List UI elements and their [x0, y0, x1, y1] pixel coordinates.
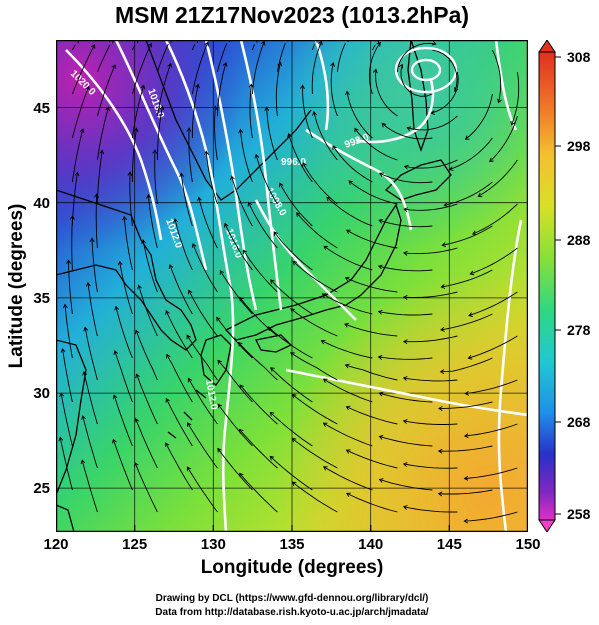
colorbar-label: 278: [567, 322, 591, 338]
colorbar-label: 308: [567, 49, 591, 65]
x-tick-label: 145: [437, 536, 462, 553]
x-tick-label: 140: [358, 536, 383, 553]
y-tick-label: 25: [33, 480, 50, 497]
map-plot: 1020.0 1016.0 1012.0 1012.0 1008.0 1016.…: [56, 40, 528, 532]
coastline: [56, 40, 452, 532]
isobar-label: 996.0: [281, 157, 306, 168]
credit-data: Data from http://database.rish.kyoto-u.a…: [155, 607, 429, 618]
colorbar-label: 298: [567, 138, 591, 154]
x-tick-label: 120: [43, 536, 68, 553]
x-tick-label: 135: [279, 536, 304, 553]
lat-lon-grid: [56, 40, 528, 532]
y-tick-label: 30: [33, 385, 50, 402]
credit-drawing: Drawing by DCL (https://www.gfd-dennou.o…: [155, 593, 429, 604]
colorbar: 308 298 288 278 268 258: [538, 40, 591, 532]
x-axis-label: Longitude (degrees): [200, 557, 384, 578]
y-tick-label: 35: [33, 290, 50, 307]
x-tick-label: 150: [515, 536, 540, 553]
chart-title: MSM 21Z17Nov2023 (1013.2hPa): [114, 2, 470, 28]
colorbar-label: 268: [567, 414, 591, 430]
y-tick-label: 40: [33, 195, 50, 212]
wind-streamlines: [58, 40, 520, 524]
x-tick-label: 125: [122, 536, 147, 553]
colorbar-label: 288: [567, 232, 591, 248]
isobar-label: 1012.0: [203, 379, 219, 411]
x-tick-label: 130: [201, 536, 226, 553]
colorbar-label: 258: [567, 506, 591, 522]
streamline: [58, 40, 520, 524]
y-tick-label: 45: [33, 100, 50, 117]
